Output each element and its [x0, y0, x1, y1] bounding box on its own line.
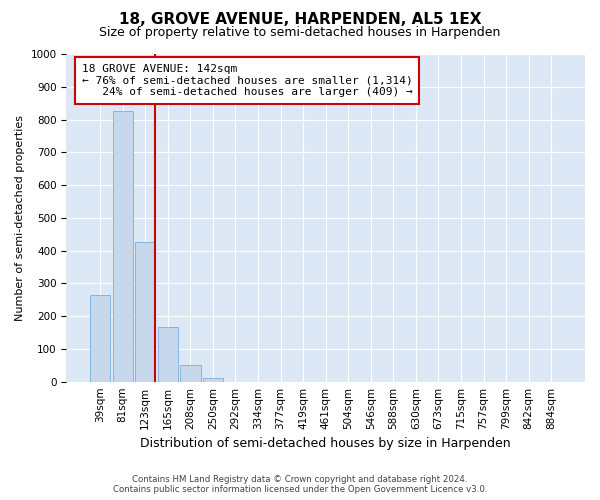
- Text: 18 GROVE AVENUE: 142sqm
← 76% of semi-detached houses are smaller (1,314)
   24%: 18 GROVE AVENUE: 142sqm ← 76% of semi-de…: [82, 64, 413, 97]
- Text: Size of property relative to semi-detached houses in Harpenden: Size of property relative to semi-detach…: [100, 26, 500, 39]
- Bar: [180, 364, 200, 382]
- Bar: [158, 326, 178, 382]
- Bar: [113, 112, 133, 382]
- Text: Contains HM Land Registry data © Crown copyright and database right 2024.
Contai: Contains HM Land Registry data © Crown c…: [113, 474, 487, 494]
- X-axis label: Distribution of semi-detached houses by size in Harpenden: Distribution of semi-detached houses by …: [140, 437, 511, 450]
- Text: 18, GROVE AVENUE, HARPENDEN, AL5 1EX: 18, GROVE AVENUE, HARPENDEN, AL5 1EX: [119, 12, 481, 28]
- Bar: [90, 295, 110, 382]
- Bar: [203, 378, 223, 382]
- Y-axis label: Number of semi-detached properties: Number of semi-detached properties: [15, 115, 25, 321]
- Bar: [135, 242, 155, 382]
